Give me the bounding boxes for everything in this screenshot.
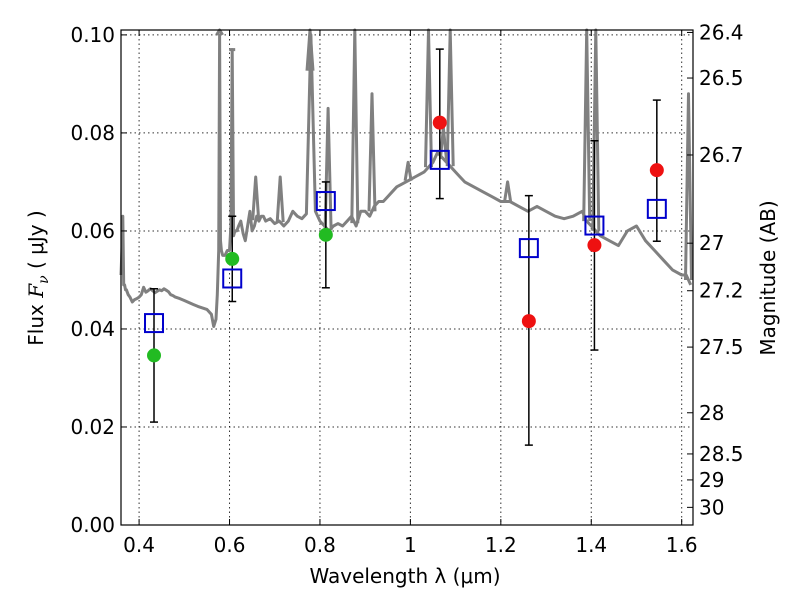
y2-tick-label: 27.2 xyxy=(699,279,744,303)
y-axis-title: Flux Fν ( μJy ) xyxy=(24,210,52,345)
emission-line xyxy=(275,175,285,223)
y2-tick-label: 30 xyxy=(699,495,724,519)
emission-line xyxy=(503,180,513,202)
y2-tick-label: 26.4 xyxy=(699,20,744,44)
observed-point xyxy=(649,163,664,178)
y2-tick-label: 28.5 xyxy=(699,442,744,466)
model-point-square xyxy=(584,215,605,236)
model-point-square xyxy=(222,268,243,289)
emission-line xyxy=(251,175,261,221)
emission-line xyxy=(367,92,377,212)
observed-point xyxy=(147,348,162,363)
observed-point xyxy=(432,115,447,130)
x-tick-label: 0.4 xyxy=(123,533,155,557)
grid xyxy=(121,30,693,525)
model-points xyxy=(144,149,667,334)
y-tick-label: 0.10 xyxy=(70,23,115,47)
y2-tick-label: 27 xyxy=(699,231,724,255)
emission-line xyxy=(582,28,592,222)
emission-line xyxy=(445,28,455,167)
plot-frame xyxy=(120,29,694,526)
y-axis-title-text: Flux xyxy=(24,298,48,346)
y2-tick-label: 29 xyxy=(699,468,724,492)
emission-line xyxy=(350,28,360,224)
y2-tick-label: 27.5 xyxy=(699,335,744,359)
x-axis-title: Wavelength λ (μm) xyxy=(309,564,500,588)
emission-line xyxy=(684,92,693,281)
y-axis-title-units: ( μJy ) xyxy=(24,210,48,275)
model-point-square xyxy=(518,238,539,259)
y-axis-title-symbol: F xyxy=(24,283,48,299)
y2-tick-label: 26.7 xyxy=(699,143,744,167)
x-tick-label: 0.6 xyxy=(214,533,246,557)
y2-tick-labels: 26.4 26.5 26.7 27 27.2 27.5 28 28.529 30 xyxy=(699,20,744,519)
y-axis-title-subscript: ν xyxy=(36,275,52,284)
observed-point xyxy=(587,238,602,253)
observed-point xyxy=(318,227,333,242)
y-tick-label: 0.08 xyxy=(70,121,115,145)
model-point-square xyxy=(646,198,667,219)
observed-point xyxy=(521,314,536,329)
y-tick-labels: 0.00 0.02 0.04 0.06 0.08 0.10 xyxy=(70,23,115,537)
y-tick-label: 0.00 xyxy=(70,513,115,537)
y2-tick-label: 28 xyxy=(699,401,724,425)
observed-point xyxy=(225,251,240,266)
y-tick-label: 0.06 xyxy=(70,219,115,243)
model-point-square xyxy=(315,191,336,212)
x-tick-label: 1.2 xyxy=(485,533,517,557)
emission-line xyxy=(424,28,433,168)
y2-tick-label: 26.5 xyxy=(699,66,744,90)
x-tick-label: 1 xyxy=(404,533,417,557)
ticks xyxy=(121,30,693,526)
observed-points xyxy=(147,115,664,363)
x-tick-labels: 0.4 0.6 0.8 1 1.2 1.4 1.6 xyxy=(123,533,697,557)
y-tick-label: 0.04 xyxy=(70,317,115,341)
x-tick-label: 0.8 xyxy=(304,533,336,557)
emission-line xyxy=(403,160,413,181)
spectrum-layer xyxy=(119,28,693,328)
x-tick-label: 1.6 xyxy=(666,533,698,557)
model-spectrum-line xyxy=(119,33,693,328)
model-point-square xyxy=(429,149,450,170)
model-point-square xyxy=(144,313,165,334)
y2-axis-title: Magnitude (AB) xyxy=(756,200,780,355)
x-tick-label: 1.4 xyxy=(575,533,607,557)
y-tick-label: 0.02 xyxy=(70,415,115,439)
